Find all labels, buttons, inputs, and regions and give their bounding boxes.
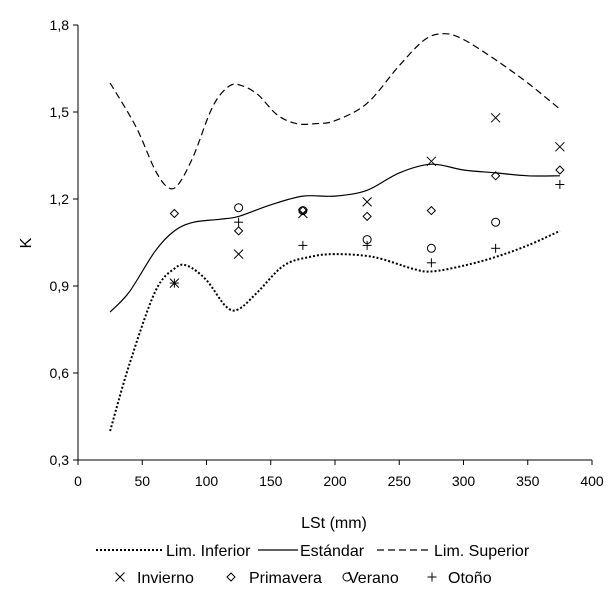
legend-label: Invierno: [137, 570, 194, 587]
legend-label: Lim. Inferior: [166, 543, 251, 560]
x-tick-label: 300: [452, 473, 476, 489]
legend-marker-diamond: [226, 572, 236, 582]
x-tick-label: 400: [580, 473, 604, 489]
legend-label: Lim. Superior: [434, 543, 530, 560]
y-tick-label: 1,2: [50, 191, 70, 207]
axes: 0,3 0,6 0,9 1,2 1,5 1,8 0 50 100 150 200 250 300 350 4…: [50, 17, 604, 489]
x-tick-label: 350: [516, 473, 540, 489]
point-diamond-4: [426, 205, 437, 216]
point-diamond-5: [490, 171, 501, 181]
point-plus-1: [234, 217, 244, 227]
point-x-3: [362, 197, 372, 207]
point-diamond-6: [555, 165, 565, 175]
series-line-0: [109, 229, 561, 432]
point-circle-4: [491, 217, 501, 227]
legend-label: Verano: [348, 570, 399, 587]
x-tick-label: 50: [134, 473, 150, 489]
point-diamond-0: [169, 208, 180, 219]
x-tick-label: 200: [323, 473, 347, 489]
legend-marker-x: [115, 572, 125, 582]
point-x-6: [555, 141, 565, 152]
point-plus-6: [555, 180, 565, 189]
series-line-1: [109, 163, 560, 313]
x-tick-label: 100: [195, 473, 219, 489]
y-tick-label: 1,8: [50, 17, 70, 33]
y-tick-label: 0,6: [50, 365, 70, 381]
point-circle-0: [234, 203, 244, 213]
x-axis-title: LSt (mm): [301, 515, 367, 532]
point-diamond-1: [233, 226, 244, 236]
x-tick-label: 150: [259, 473, 283, 489]
point-plus-4: [426, 258, 436, 268]
y-tick-label: 0,3: [50, 452, 70, 468]
point-plus-2: [298, 240, 308, 250]
y-tick-label: 0,9: [50, 278, 70, 294]
y-tick-label: 1,5: [50, 104, 70, 120]
legend-label: Estándar: [300, 543, 365, 560]
legend-label: Primavera: [249, 570, 322, 587]
y-axis-title: K: [18, 237, 35, 248]
point-x-5: [490, 112, 501, 123]
point-plus-3: [362, 240, 372, 250]
x-tick-label: 250: [388, 473, 412, 489]
x-tick-label: 0: [74, 473, 82, 489]
point-circle-3: [426, 243, 436, 253]
legend-marker-circle: [342, 572, 352, 582]
point-plus-5: [491, 243, 501, 253]
point-diamond-3: [362, 211, 372, 222]
series-line-2: [109, 33, 561, 190]
point-x-2: [298, 208, 308, 219]
legend-label: Otoño: [448, 570, 492, 587]
legend: Lim. Inferior Estándar Lim. Superior Invier…: [96, 543, 530, 587]
point-x-1: [233, 249, 244, 259]
points-layer: [169, 112, 565, 288]
series-layer: [109, 33, 561, 432]
legend-marker-plus: [427, 572, 437, 582]
point-circle-1: [298, 206, 308, 216]
point-x-4: [426, 156, 437, 167]
point-plus-0: [169, 278, 179, 288]
